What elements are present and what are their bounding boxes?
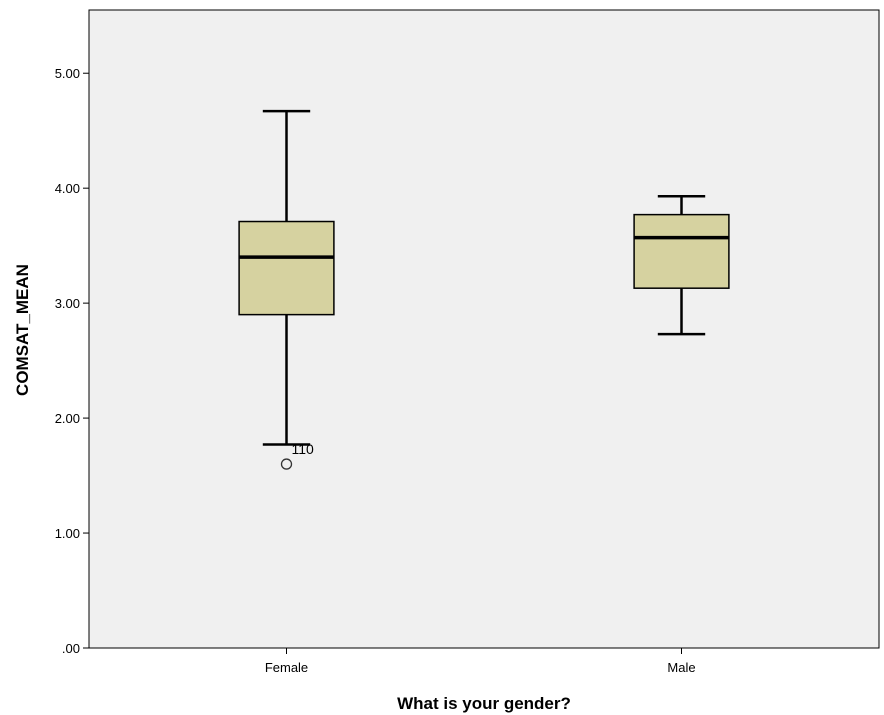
box-male	[633, 194, 730, 336]
plot-area	[88, 9, 880, 649]
boxes-group: 110	[238, 109, 730, 470]
y-tick-label: 2.00	[55, 411, 80, 426]
y-tick-label: 3.00	[55, 296, 80, 311]
iqr-box	[238, 220, 335, 316]
box-female: 110	[238, 109, 335, 470]
y-tick-label: 1.00	[55, 526, 80, 541]
iqr-box	[633, 213, 730, 289]
y-tick-label: 4.00	[55, 181, 80, 196]
y-tick-label: 5.00	[55, 66, 80, 81]
x-axis-title: What is your gender?	[397, 694, 571, 713]
outlier-point	[280, 458, 293, 470]
y-axis-title: COMSAT_MEAN	[13, 264, 32, 396]
x-axis: Female Male	[265, 648, 696, 675]
y-axis: .00 1.00 2.00 3.00 4.00 5.00	[55, 66, 89, 656]
outlier-label: 110	[292, 441, 315, 457]
y-tick-label: .00	[62, 641, 80, 656]
x-tick-label: Male	[667, 660, 695, 675]
x-tick-label: Female	[265, 660, 308, 675]
